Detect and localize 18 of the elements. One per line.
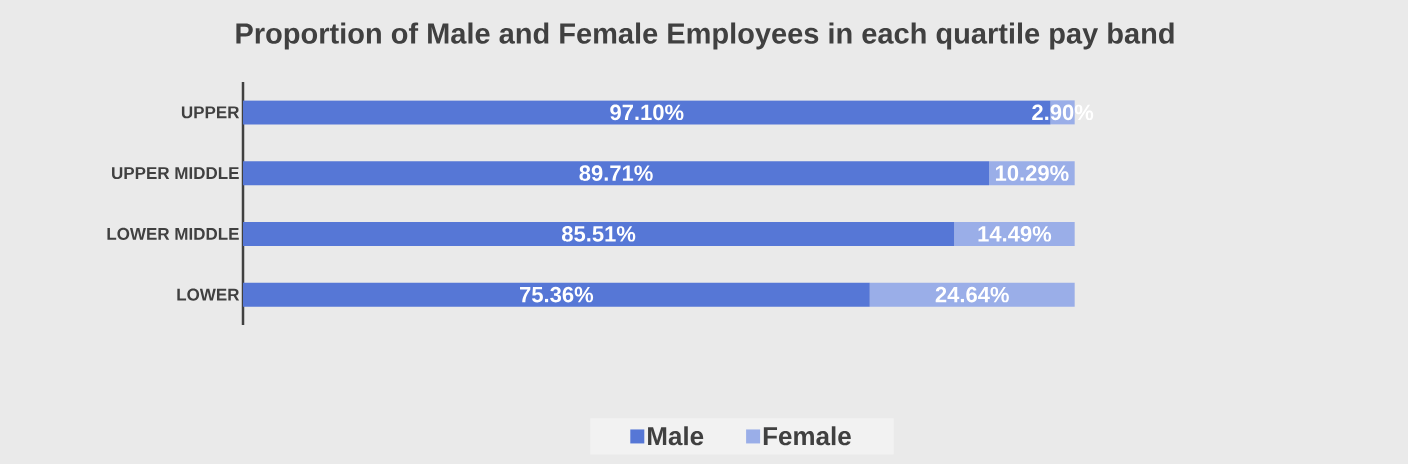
bar [243, 282, 870, 307]
legend-label: Male [648, 426, 704, 446]
data-label: 75.36% [520, 286, 594, 303]
bar [869, 282, 1075, 307]
data-label: 10.29% [995, 165, 1069, 181]
legend-label: Female [763, 426, 851, 446]
data-label: 14.49% [978, 226, 1052, 242]
y-tick-label: LOWER MIDDLE [107, 227, 239, 240]
chart-title: Proportion of Male and Female Employees in each quartile pay band [236, 22, 1174, 50]
data-label: 24.64% [935, 286, 1009, 303]
data-label: 97.10% [610, 104, 684, 121]
y-tick-label: LOWER [177, 288, 240, 301]
y-tick-label: UPPER MIDDLE [112, 167, 239, 180]
data-label: 85.51% [561, 226, 636, 242]
bar [243, 161, 990, 186]
bar [243, 221, 955, 246]
y-tick-label: UPPER [181, 106, 240, 119]
data-label: 89.71% [579, 165, 653, 181]
